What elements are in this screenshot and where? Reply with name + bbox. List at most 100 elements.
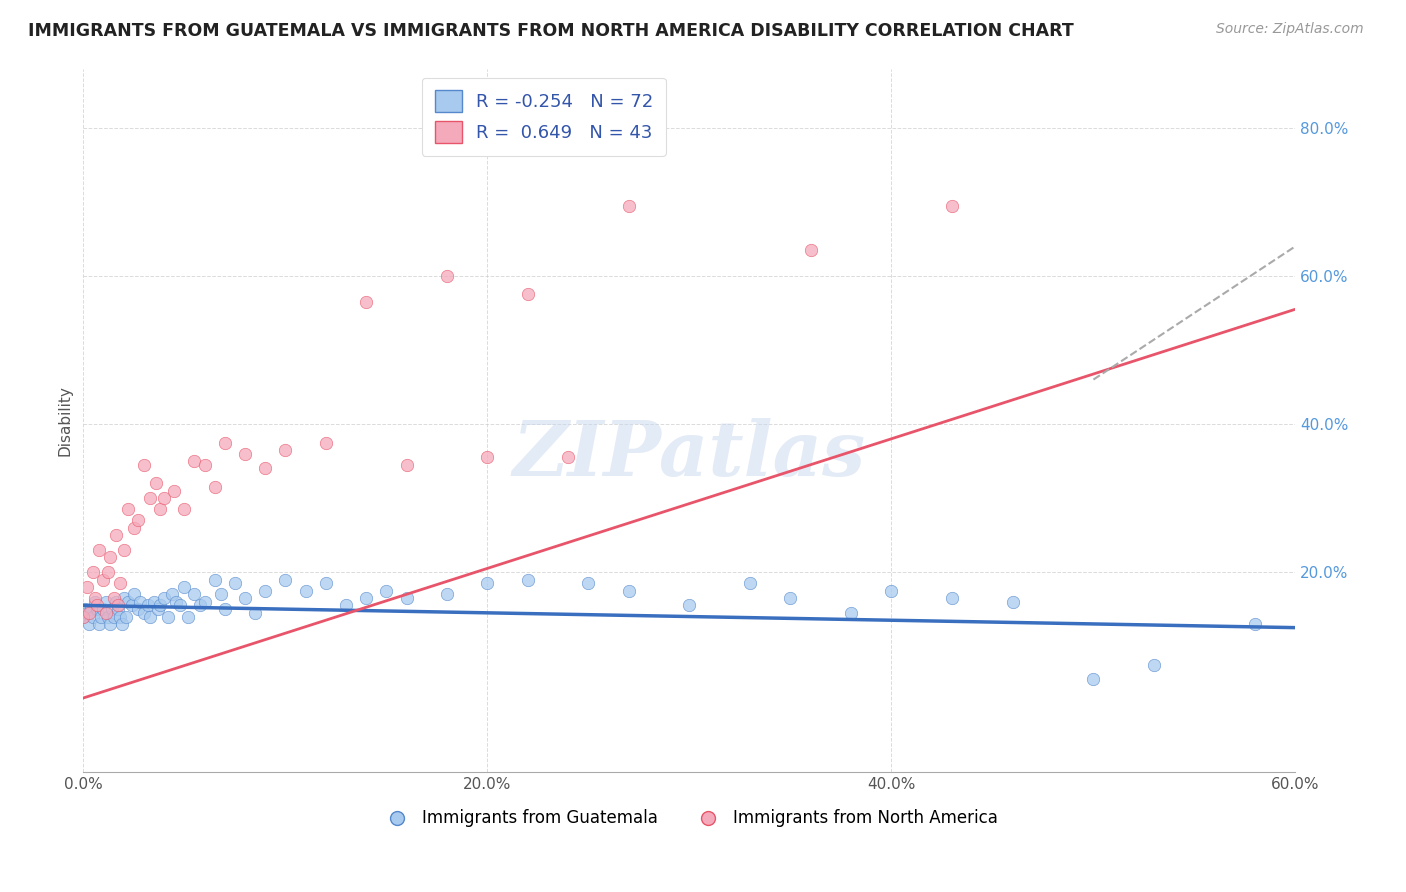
Point bbox=[104, 528, 127, 542]
Point bbox=[117, 595, 139, 609]
Point bbox=[157, 609, 180, 624]
Point bbox=[941, 591, 963, 605]
Point bbox=[190, 599, 212, 613]
Point bbox=[1001, 595, 1024, 609]
Y-axis label: Disability: Disability bbox=[58, 384, 72, 456]
Point bbox=[169, 599, 191, 613]
Point bbox=[146, 602, 169, 616]
Point bbox=[94, 606, 117, 620]
Point bbox=[1083, 673, 1105, 687]
Point bbox=[100, 602, 122, 616]
Point bbox=[183, 587, 205, 601]
Point bbox=[149, 599, 172, 613]
Point bbox=[1143, 657, 1166, 672]
Point bbox=[79, 616, 101, 631]
Point bbox=[477, 450, 499, 465]
Point bbox=[153, 491, 176, 505]
Point bbox=[128, 595, 150, 609]
Point bbox=[516, 287, 538, 301]
Point bbox=[149, 502, 172, 516]
Point bbox=[139, 491, 162, 505]
Point bbox=[107, 599, 129, 613]
Point bbox=[1244, 616, 1267, 631]
Point bbox=[93, 602, 115, 616]
Point bbox=[84, 595, 107, 609]
Point bbox=[557, 450, 579, 465]
Point bbox=[122, 521, 145, 535]
Point bbox=[204, 480, 226, 494]
Point bbox=[315, 435, 337, 450]
Point bbox=[89, 542, 111, 557]
Point bbox=[233, 447, 256, 461]
Point bbox=[617, 198, 640, 212]
Point bbox=[84, 591, 107, 605]
Point bbox=[214, 602, 236, 616]
Point bbox=[93, 573, 115, 587]
Point bbox=[112, 542, 135, 557]
Point bbox=[163, 483, 186, 498]
Point bbox=[75, 602, 97, 616]
Text: IMMIGRANTS FROM GUATEMALA VS IMMIGRANTS FROM NORTH AMERICA DISABILITY CORRELATIO: IMMIGRANTS FROM GUATEMALA VS IMMIGRANTS … bbox=[28, 22, 1074, 40]
Point bbox=[243, 606, 266, 620]
Point bbox=[395, 458, 418, 472]
Point bbox=[112, 591, 135, 605]
Point bbox=[127, 513, 149, 527]
Point bbox=[107, 602, 129, 616]
Point bbox=[436, 268, 458, 283]
Point bbox=[204, 573, 226, 587]
Point bbox=[173, 580, 195, 594]
Text: ZIPatlas: ZIPatlas bbox=[513, 418, 866, 492]
Point bbox=[233, 591, 256, 605]
Point bbox=[76, 580, 98, 594]
Point bbox=[177, 609, 200, 624]
Point bbox=[143, 595, 166, 609]
Point bbox=[79, 606, 101, 620]
Point bbox=[104, 595, 127, 609]
Point bbox=[132, 606, 155, 620]
Point bbox=[153, 591, 176, 605]
Point bbox=[779, 591, 801, 605]
Point bbox=[183, 454, 205, 468]
Point bbox=[86, 602, 108, 616]
Point bbox=[315, 576, 337, 591]
Point bbox=[941, 198, 963, 212]
Point bbox=[395, 591, 418, 605]
Point bbox=[139, 609, 162, 624]
Point bbox=[193, 458, 215, 472]
Point bbox=[214, 435, 236, 450]
Point bbox=[224, 576, 246, 591]
Point bbox=[103, 609, 125, 624]
Point bbox=[880, 583, 903, 598]
Text: Source: ZipAtlas.com: Source: ZipAtlas.com bbox=[1216, 22, 1364, 37]
Point bbox=[576, 576, 599, 591]
Point bbox=[839, 606, 862, 620]
Point bbox=[254, 461, 277, 475]
Point bbox=[127, 602, 149, 616]
Point bbox=[477, 576, 499, 591]
Point bbox=[294, 583, 316, 598]
Point bbox=[103, 591, 125, 605]
Legend: Immigrants from Guatemala, Immigrants from North America: Immigrants from Guatemala, Immigrants fr… bbox=[374, 803, 1005, 834]
Point bbox=[136, 599, 159, 613]
Point bbox=[96, 609, 118, 624]
Point bbox=[122, 587, 145, 601]
Point bbox=[90, 609, 112, 624]
Point bbox=[117, 502, 139, 516]
Point bbox=[335, 599, 357, 613]
Point bbox=[98, 550, 121, 565]
Point bbox=[114, 609, 136, 624]
Point bbox=[436, 587, 458, 601]
Point bbox=[274, 573, 297, 587]
Point bbox=[96, 565, 118, 579]
Point bbox=[274, 442, 297, 457]
Point bbox=[82, 565, 104, 579]
Point bbox=[678, 599, 700, 613]
Point bbox=[72, 609, 94, 624]
Point bbox=[72, 609, 94, 624]
Point bbox=[111, 616, 134, 631]
Point bbox=[121, 599, 143, 613]
Point bbox=[108, 576, 131, 591]
Point bbox=[209, 587, 232, 601]
Point bbox=[354, 294, 377, 309]
Point bbox=[193, 595, 215, 609]
